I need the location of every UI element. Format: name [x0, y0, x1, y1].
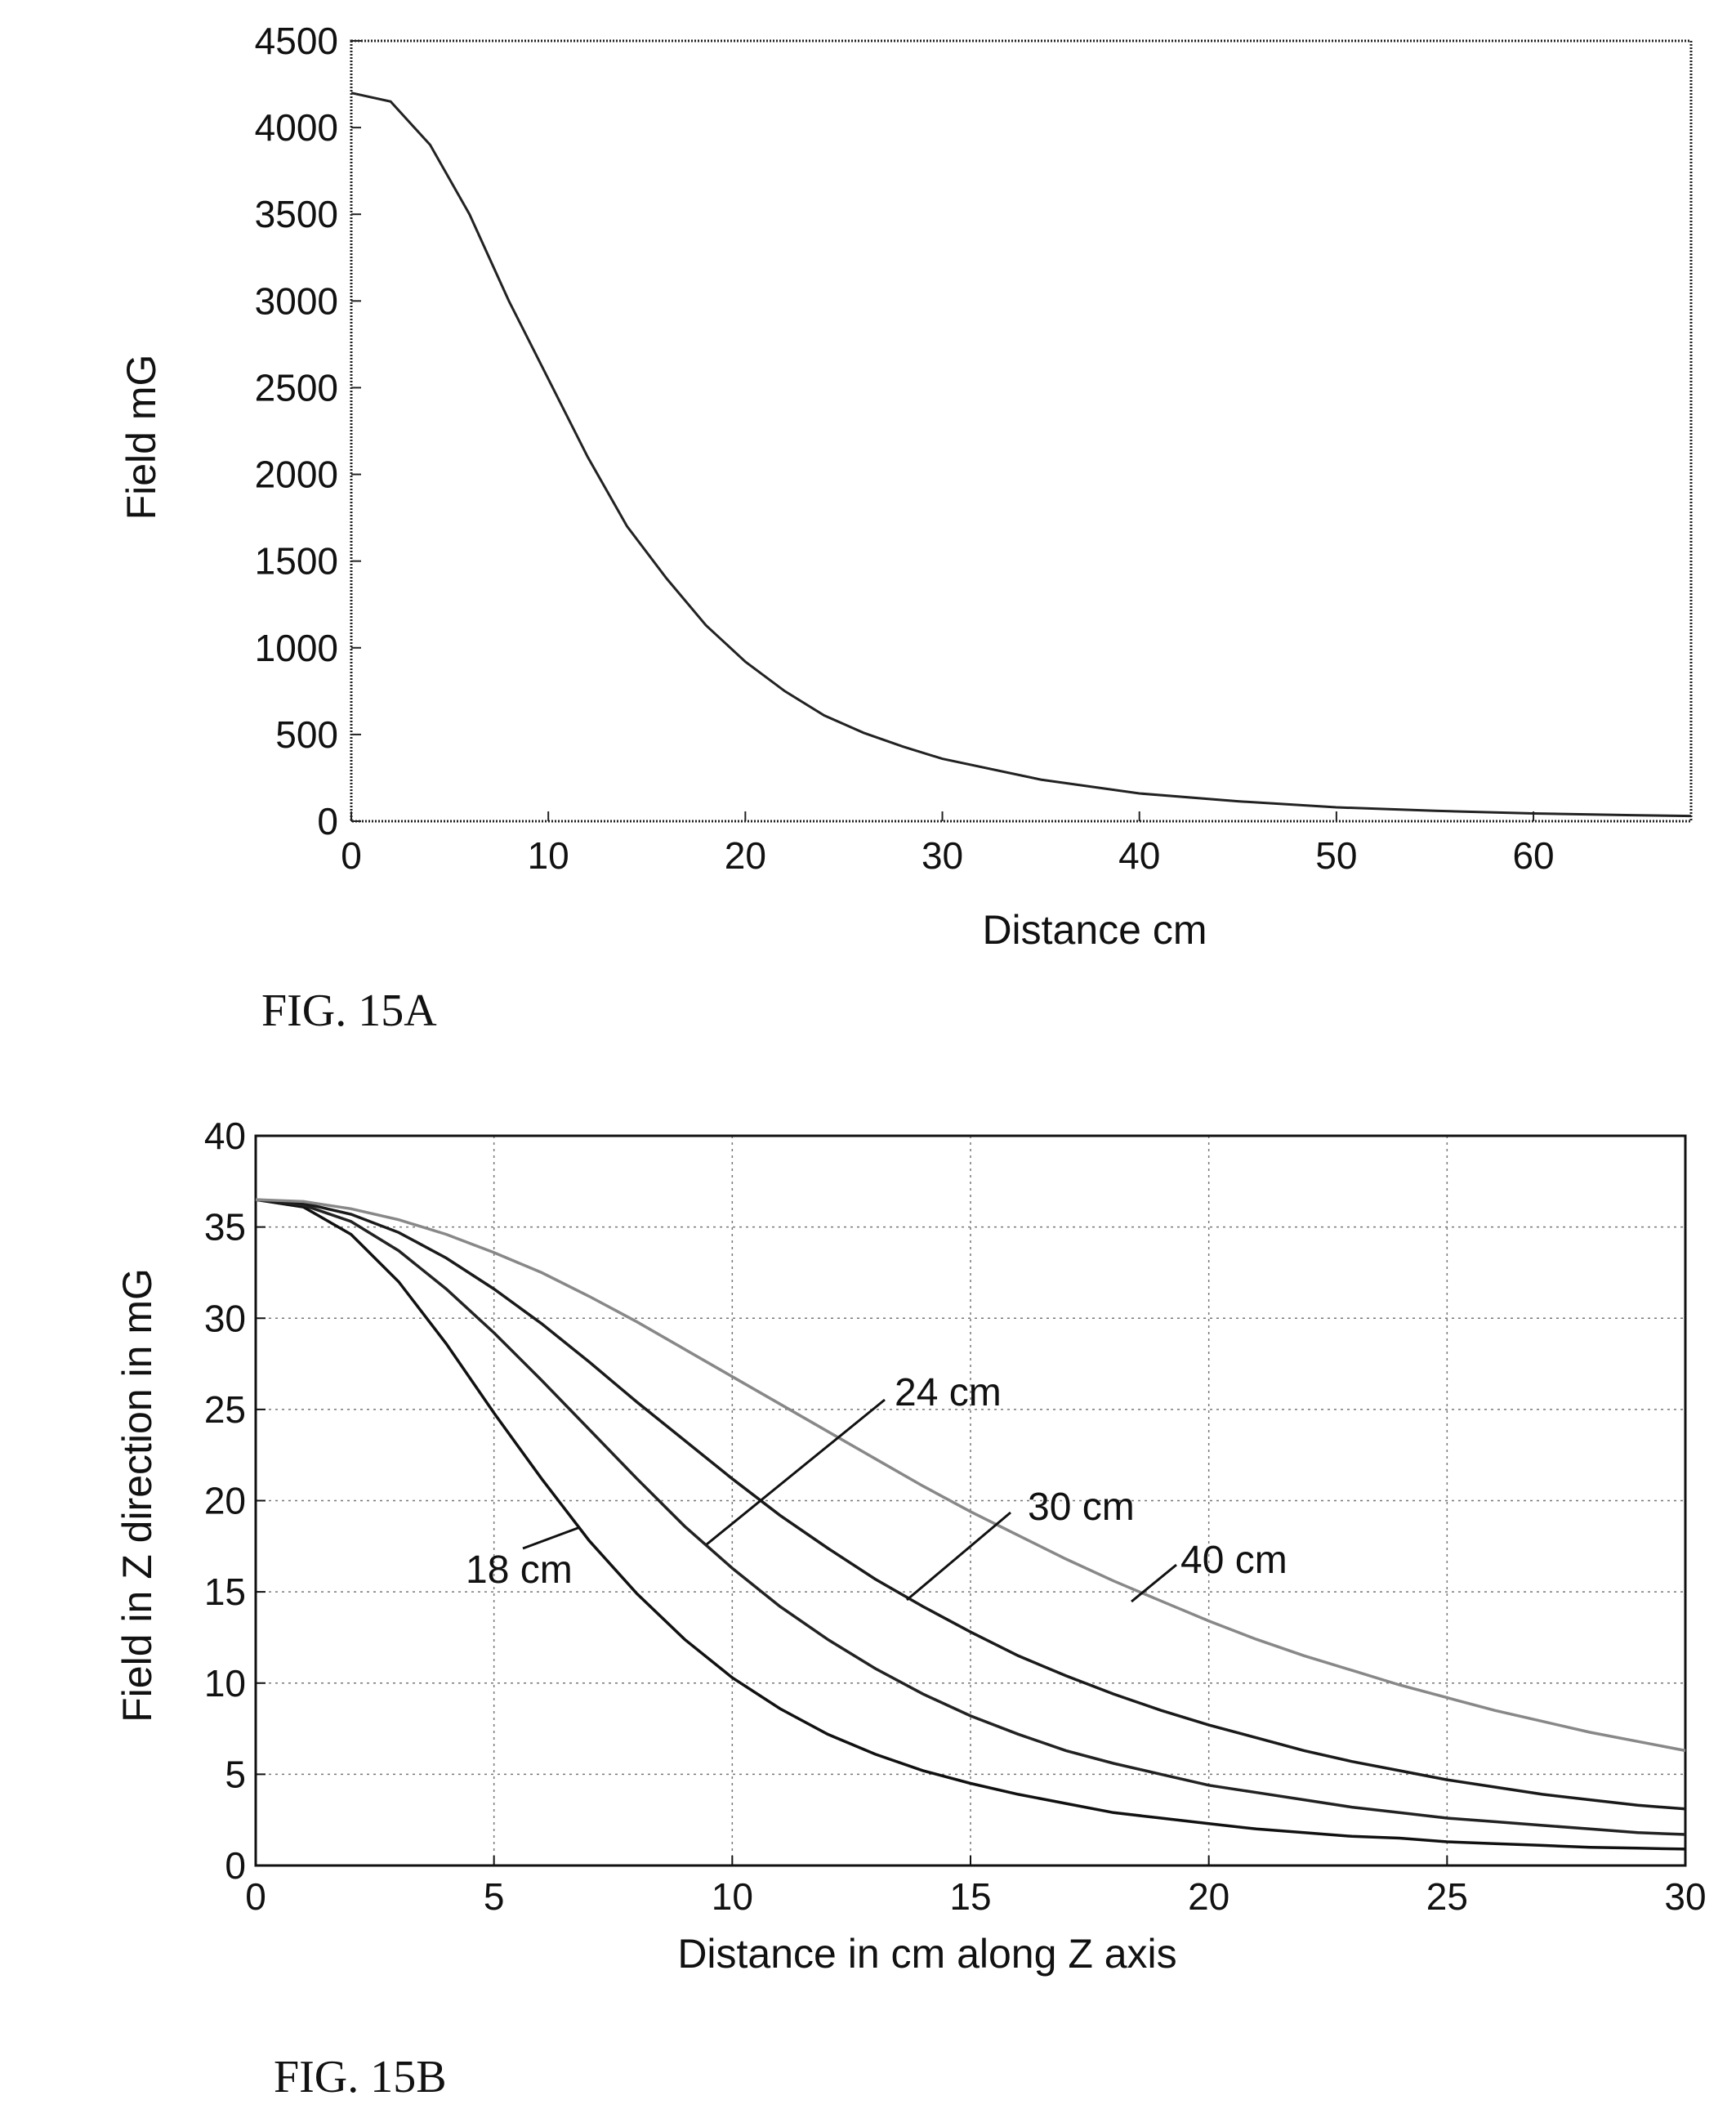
x-tick-label: 10	[712, 1875, 753, 1918]
x-tick-label: 0	[341, 834, 362, 877]
y-tick-label: 4500	[255, 20, 338, 62]
y-tick-label: 40	[204, 1115, 246, 1157]
chart-15b: 0 5 10 15 20 25 30 35 40 0 5 10 15 20 25 30 18 cm 24 c…	[114, 1115, 1707, 2102]
x-tick-label: 5	[484, 1875, 505, 1918]
x-tick-label: 10	[528, 834, 569, 877]
leader-24cm	[706, 1398, 886, 1546]
x-tick-label: 20	[1188, 1875, 1229, 1918]
y-tick-label: 30	[204, 1297, 246, 1339]
y-tick-label: 3000	[255, 279, 338, 322]
x-tick-label: 20	[725, 834, 766, 877]
figure-15b-caption: FIG. 15B	[274, 2052, 447, 2102]
y-tick-label: 10	[204, 1662, 246, 1705]
chart-15b-series	[255, 1198, 1686, 1851]
x-tick-label: 30	[1664, 1875, 1706, 1918]
leader-40cm	[1131, 1563, 1177, 1603]
y-tick-label: 4000	[255, 106, 338, 149]
x-tick-label: 15	[949, 1875, 991, 1918]
chart-15a-x-axis-label: Distance cm	[982, 907, 1207, 953]
leader-30cm	[906, 1511, 1011, 1602]
chart-15a-frame	[350, 39, 1693, 823]
chart-15b-y-axis-label: Field in Z direction in mG	[114, 1268, 160, 1722]
y-tick-label: 35	[204, 1206, 246, 1249]
chart-15b-grid	[255, 1135, 1686, 1866]
chart-15a-series	[350, 92, 1692, 818]
series-line-40cm	[255, 1198, 1686, 1753]
x-tick-label: 60	[1512, 834, 1554, 877]
y-tick-label: 1500	[255, 540, 338, 583]
y-tick-label: 3500	[255, 193, 338, 235]
series-line-24cm	[255, 1198, 1686, 1836]
curve-label-18cm: 18 cm	[466, 1548, 573, 1592]
chart-15a-y-ticks: 0 500 1000 1500 2000 2500 3000 3500 4000 4500	[255, 20, 361, 842]
curve-label-30cm: 30 cm	[1028, 1486, 1135, 1529]
chart-15a: 0 500 1000 1500 2000 2500 3000 3500 4000 4500 0 10…	[118, 20, 1693, 1036]
series-line-18cm	[255, 1198, 1686, 1851]
figure-15a-caption: FIG. 15A	[261, 985, 437, 1036]
y-tick-label: 2000	[255, 454, 338, 496]
y-tick-label: 15	[204, 1571, 246, 1613]
y-tick-label: 20	[204, 1480, 246, 1522]
y-tick-label: 0	[225, 1844, 246, 1887]
x-tick-label: 0	[245, 1875, 266, 1918]
curve-label-40cm: 40 cm	[1180, 1539, 1287, 1582]
chart-15b-x-axis-label: Distance in cm along Z axis	[677, 1931, 1176, 1977]
y-tick-label: 500	[275, 713, 338, 756]
chart-15a-x-ticks: 0 10 20 30 40 50 60	[341, 811, 1555, 877]
series-line-30cm	[255, 1198, 1686, 1811]
y-tick-label: 1000	[255, 627, 338, 669]
curve-label-24cm: 24 cm	[895, 1371, 1002, 1414]
chart-15b-y-ticks: 0 5 10 15 20 25 30 35 40	[204, 1115, 266, 1887]
y-tick-label: 5	[225, 1753, 246, 1795]
y-tick-label: 2500	[255, 366, 338, 409]
x-tick-label: 30	[922, 834, 963, 877]
series-line-0	[350, 92, 1692, 818]
x-tick-label: 50	[1315, 834, 1357, 877]
chart-15b-x-ticks: 0 5 10 15 20 25 30	[245, 1856, 1707, 1918]
leader-18cm	[522, 1526, 581, 1550]
y-tick-label: 0	[317, 800, 338, 842]
x-tick-label: 25	[1426, 1875, 1468, 1918]
chart-15a-y-axis-label: Field mG	[118, 355, 164, 521]
y-tick-label: 25	[204, 1388, 246, 1431]
x-tick-label: 40	[1118, 834, 1160, 877]
